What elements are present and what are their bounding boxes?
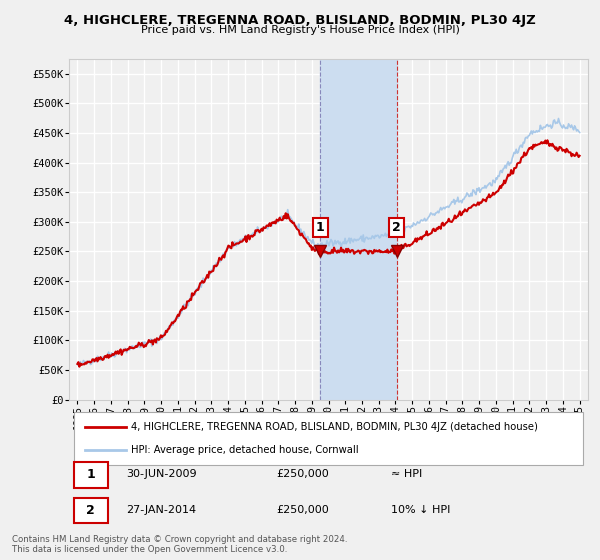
FancyBboxPatch shape bbox=[74, 498, 108, 524]
Text: 1: 1 bbox=[86, 468, 95, 480]
Text: 2: 2 bbox=[86, 503, 95, 516]
Text: 2: 2 bbox=[392, 221, 401, 234]
Text: ≈ HPI: ≈ HPI bbox=[391, 469, 422, 479]
Text: £250,000: £250,000 bbox=[277, 469, 329, 479]
Text: 30-JUN-2009: 30-JUN-2009 bbox=[126, 469, 197, 479]
Text: 4, HIGHCLERE, TREGENNA ROAD, BLISLAND, BODMIN, PL30 4JZ: 4, HIGHCLERE, TREGENNA ROAD, BLISLAND, B… bbox=[64, 14, 536, 27]
Text: Price paid vs. HM Land Registry's House Price Index (HPI): Price paid vs. HM Land Registry's House … bbox=[140, 25, 460, 35]
Text: HPI: Average price, detached house, Cornwall: HPI: Average price, detached house, Corn… bbox=[131, 445, 359, 455]
Text: 4, HIGHCLERE, TREGENNA ROAD, BLISLAND, BODMIN, PL30 4JZ (detached house): 4, HIGHCLERE, TREGENNA ROAD, BLISLAND, B… bbox=[131, 422, 538, 432]
FancyBboxPatch shape bbox=[74, 463, 108, 488]
Text: £250,000: £250,000 bbox=[277, 505, 329, 515]
Text: Contains HM Land Registry data © Crown copyright and database right 2024.
This d: Contains HM Land Registry data © Crown c… bbox=[12, 535, 347, 554]
Bar bbox=[320, 59, 397, 400]
Text: 27-JAN-2014: 27-JAN-2014 bbox=[126, 505, 196, 515]
FancyBboxPatch shape bbox=[74, 412, 583, 465]
Text: 10% ↓ HPI: 10% ↓ HPI bbox=[391, 505, 450, 515]
Text: 1: 1 bbox=[316, 221, 325, 234]
